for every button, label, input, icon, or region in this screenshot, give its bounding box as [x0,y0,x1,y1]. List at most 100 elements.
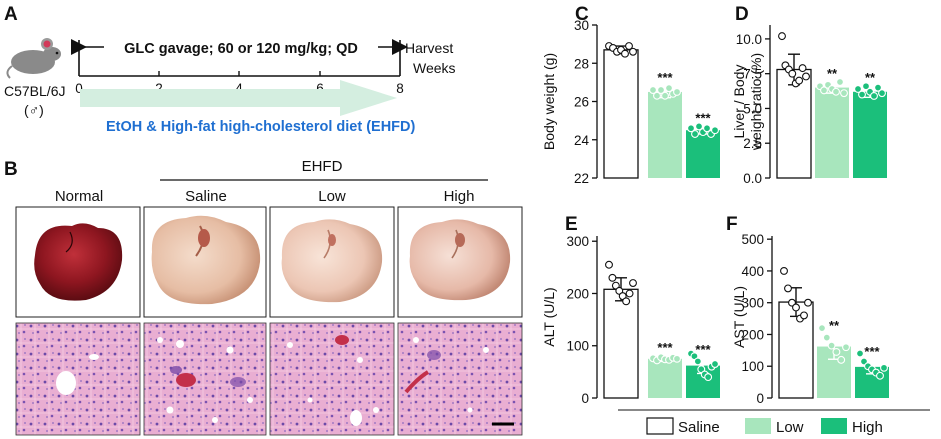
data-point [856,349,864,358]
liver-photo-saline [143,206,267,318]
data-point [625,42,633,50]
data-point [798,64,807,73]
data-point [818,324,826,333]
he-histology-high [397,322,523,436]
liver-photo-low [269,206,395,318]
bar-saline [778,301,814,399]
y-tick-label: 5.0 [743,101,762,116]
data-point [629,47,637,56]
week-tick: 4 [235,81,243,96]
y-tick-label: 22 [574,171,589,186]
harvest-label: Harvest [405,40,453,56]
ehfd-group-header: EHFD [302,158,343,175]
y-tick-label: 200 [741,327,764,342]
legend-swatch-high [821,418,847,434]
significance-marker: ** [827,66,838,81]
data-point [876,371,884,380]
week-axis [79,71,400,77]
column-title-normal: Normal [55,188,103,205]
data-point [691,130,699,138]
data-point [858,90,866,99]
diet-label: EtOH & High-fat high-cholesterol diet (E… [106,119,415,135]
y-tick-label: 400 [741,264,764,279]
data-point [711,360,719,368]
data-point [840,89,848,98]
y-tick-label: 7.5 [743,67,762,82]
liver-photo-high [397,206,523,318]
data-point [820,86,828,95]
y-axis-title: Body weight (g) [541,53,557,150]
panel-label-c: C [575,4,589,25]
data-point [673,354,681,363]
data-point [800,311,808,320]
legend-label-high: High [852,419,883,436]
mouse-sex: (♂) [24,102,44,118]
panel-label-f: F [726,214,738,235]
y-tick-label: 30 [574,18,589,33]
y-tick-label: 300 [566,234,589,249]
data-point [665,84,673,93]
data-point [878,89,886,98]
data-point [625,289,634,298]
data-point [711,126,719,135]
chart-panel-c: 22 24 26 28 30 Body weight (g) *** *** [541,18,720,186]
data-point [862,82,870,91]
mouse-icon [6,38,61,79]
significance-marker: *** [864,344,880,359]
y-tick-label: 24 [574,133,590,148]
data-point [704,373,713,382]
y-tick-label: 300 [741,296,764,311]
data-point [854,85,862,93]
data-point [622,297,631,306]
significance-marker: ** [865,70,876,85]
bar-high [686,130,720,178]
data-point [629,279,637,287]
data-point [608,273,617,282]
y-axis-title: Liver / Bodyweight ratio (%) [731,53,764,151]
y-tick-label: 2.5 [743,136,762,151]
protocol-label: GLC gavage; 60 or 120 mg/kg; QD [124,41,358,57]
week-tick: 0 [75,81,83,96]
panel-label-d: D [735,4,749,25]
mouse-strain: C57BL/6J [4,83,65,99]
legend-swatch-low [745,418,771,434]
y-tick-label: 100 [566,339,589,354]
data-point [822,333,831,342]
y-tick-label: 0 [756,391,764,406]
data-point [870,91,878,100]
legend-label-low: Low [776,419,804,436]
week-tick: 2 [155,81,163,96]
data-point [832,87,840,96]
panel-label-b: B [4,159,18,180]
column-title-high: High [444,188,475,205]
data-point [827,341,836,350]
data-point [842,343,850,352]
bar-saline [603,288,639,399]
bar-high [853,91,887,178]
bar-saline [603,49,639,179]
data-point [795,76,804,85]
y-tick-label: 26 [574,95,589,110]
y-tick-label: 10.0 [736,32,762,47]
y-tick-label: 200 [566,286,589,301]
chart-panel-d: 0.0 2.5 5.0 7.5 10.0 Liver / Bodyweight ratio… [731,25,887,186]
he-histology-normal [15,322,141,436]
significance-marker: *** [695,342,711,357]
data-point [874,83,882,92]
data-point [804,298,812,307]
y-tick-label: 0 [581,391,589,406]
data-point [802,72,810,81]
significance-marker: *** [657,70,673,85]
data-point [788,69,797,78]
data-point [621,49,629,58]
data-point [673,87,681,96]
data-point [649,86,657,94]
data-point [661,91,669,100]
data-point [695,122,703,131]
legend-label-saline: Saline [678,419,720,436]
data-point [837,355,846,364]
week-tick: 6 [316,81,324,96]
bar-low [815,87,849,178]
